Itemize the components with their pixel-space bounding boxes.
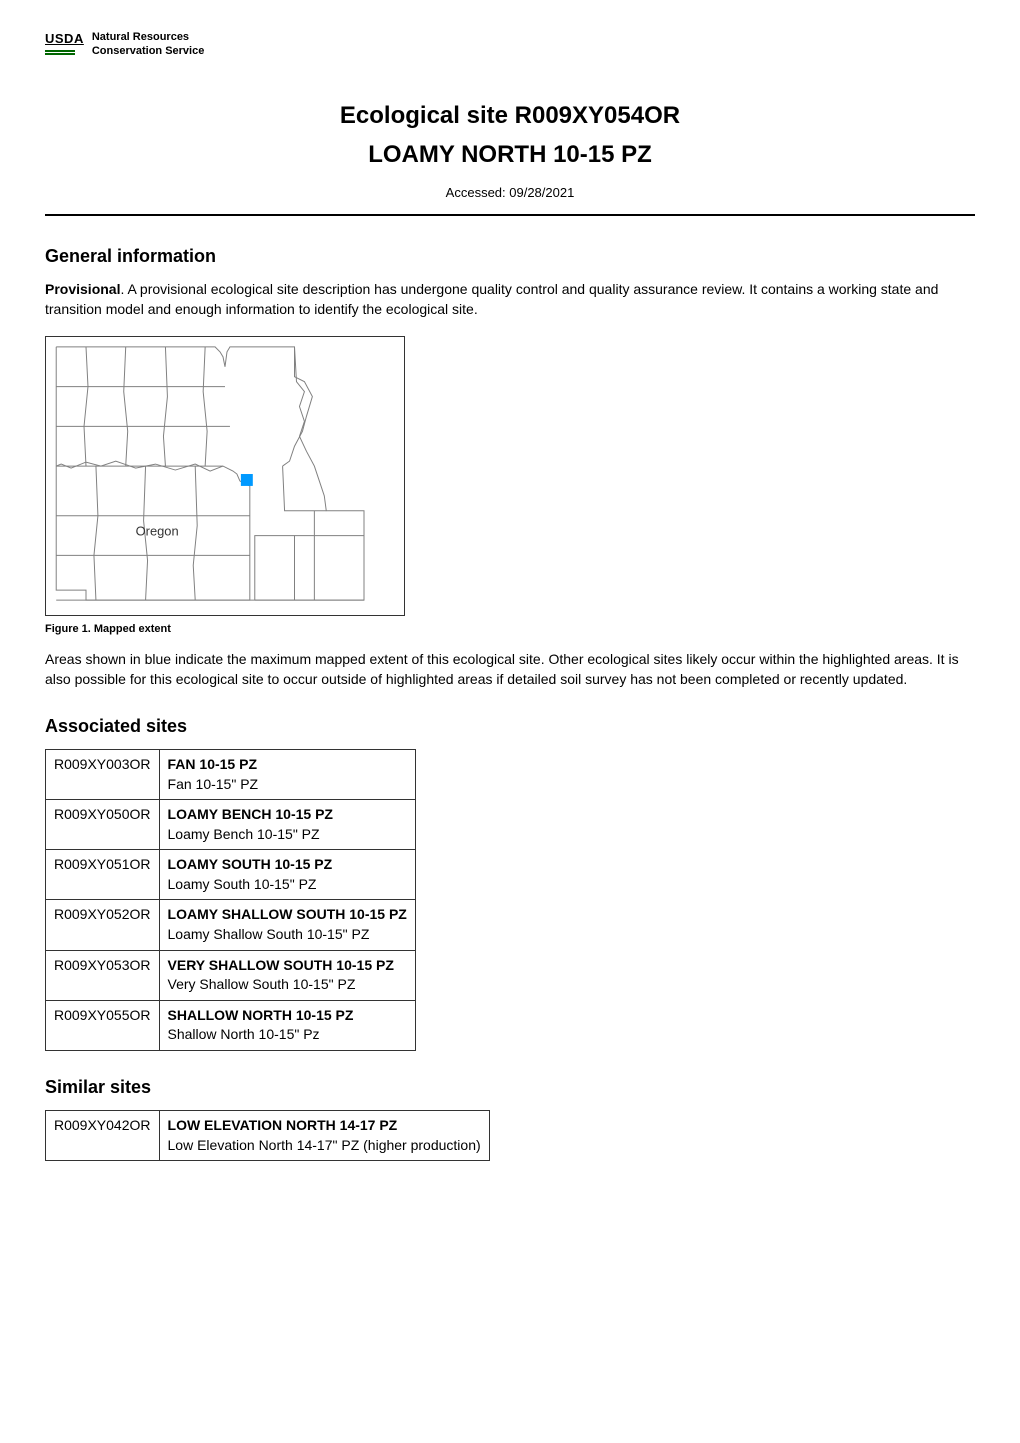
site-name: LOAMY BENCH 10-15 PZ (168, 806, 333, 822)
oregon-label: Oregon (136, 523, 179, 538)
site-code: R009XY051OR (46, 850, 160, 900)
site-details: VERY SHALLOW SOUTH 10-15 PZ Very Shallow … (159, 950, 415, 1000)
site-details: SHALLOW NORTH 10-15 PZ Shallow North 10-1… (159, 1000, 415, 1050)
table-row: R009XY053OR VERY SHALLOW SOUTH 10-15 PZ Ve… (46, 950, 416, 1000)
site-name: SHALLOW NORTH 10-15 PZ (168, 1007, 354, 1023)
site-desc: Low Elevation North 14-17" PZ (higher pr… (168, 1136, 481, 1156)
associated-sites-heading: Associated sites (45, 714, 975, 739)
site-code: R009XY003OR (46, 749, 160, 799)
table-row: R009XY052ORLOAMY SHALLOW SOUTH 10-15 PZL… (46, 900, 416, 950)
provisional-paragraph: Provisional. A provisional ecological si… (45, 279, 975, 320)
site-details: LOAMY SHALLOW SOUTH 10-15 PZ Loamy Shallo… (159, 900, 415, 950)
site-details: LOAMY BENCH 10-15 PZ Loamy Bench 10-15" P… (159, 800, 415, 850)
general-info-heading: General information (45, 244, 975, 269)
title-divider (45, 214, 975, 216)
site-desc: Loamy South 10-15" PZ (168, 875, 407, 895)
service-line1: Natural Resources (92, 31, 189, 43)
usda-header: USDA Natural Resources Conservation Serv… (45, 30, 975, 59)
figure-caption: Figure 1. Mapped extent (45, 622, 975, 637)
highlight-area (241, 474, 253, 486)
site-desc: Very Shallow South 10-15" PZ (168, 975, 407, 995)
site-desc: Loamy Bench 10-15" PZ (168, 825, 407, 845)
usda-bars-icon (45, 50, 84, 55)
site-details: FAN 10-15 PZ Fan 10-15" PZ (159, 749, 415, 799)
table-row: R009XY050OR LOAMY BENCH 10-15 PZ Loamy Ben… (46, 800, 416, 850)
table-row: R009XY051OR LOAMY SOUTH 10-15 PZ Loamy Sou… (46, 850, 416, 900)
site-desc: Fan 10-15" PZ (168, 775, 407, 795)
usda-badge: USDA (45, 30, 84, 55)
associated-sites-table: R009XY003ORFAN 10-15 PZFan 10-15" PZR009… (45, 749, 416, 1051)
usda-label: USDA (45, 30, 84, 48)
site-code: R009XY042OR (46, 1111, 160, 1161)
site-code: R009XY050OR (46, 800, 160, 850)
page-title: Ecological site R009XY054OR (45, 99, 975, 133)
provisional-label: Provisional (45, 281, 120, 297)
site-details: LOAMY SOUTH 10-15 PZ Loamy South 10-15" P… (159, 850, 415, 900)
site-code: R009XY055OR (46, 1000, 160, 1050)
table-row: R009XY042ORLOW ELEVATION NORTH 14-17 PZL… (46, 1111, 490, 1161)
site-name: VERY SHALLOW SOUTH 10-15 PZ (168, 957, 394, 973)
site-name: LOAMY SHALLOW SOUTH 10-15 PZ (168, 906, 407, 922)
page-subtitle: LOAMY NORTH 10-15 PZ (45, 138, 975, 172)
site-code: R009XY052OR (46, 900, 160, 950)
service-line2: Conservation Service (92, 45, 205, 57)
map-svg: Oregon (46, 337, 404, 615)
site-name: LOW ELEVATION NORTH 14-17 PZ (168, 1117, 398, 1133)
provisional-text: . A provisional ecological site descript… (45, 281, 938, 317)
extent-description: Areas shown in blue indicate the maximum… (45, 649, 975, 690)
table-row: R009XY003OR FAN 10-15 PZ Fan 10-15" PZ (46, 749, 416, 799)
site-desc: Loamy Shallow South 10-15" PZ (168, 925, 407, 945)
site-name: FAN 10-15 PZ (168, 756, 257, 772)
site-desc: Shallow North 10-15" Pz (168, 1025, 407, 1045)
page-title-block: Ecological site R009XY054OR (45, 99, 975, 133)
similar-sites-table: R009XY042ORLOW ELEVATION NORTH 14-17 PZL… (45, 1110, 490, 1161)
similar-sites-heading: Similar sites (45, 1075, 975, 1100)
site-code: R009XY053OR (46, 950, 160, 1000)
site-name: LOAMY SOUTH 10-15 PZ (168, 856, 333, 872)
accessed-date: Accessed: 09/28/2021 (45, 184, 975, 202)
table-row: R009XY055OR SHALLOW NORTH 10-15 PZ Shallow… (46, 1000, 416, 1050)
map-figure: Oregon (45, 336, 405, 616)
site-details: LOW ELEVATION NORTH 14-17 PZ Low Elevatio… (159, 1111, 489, 1161)
service-name: Natural Resources Conservation Service (92, 30, 205, 59)
